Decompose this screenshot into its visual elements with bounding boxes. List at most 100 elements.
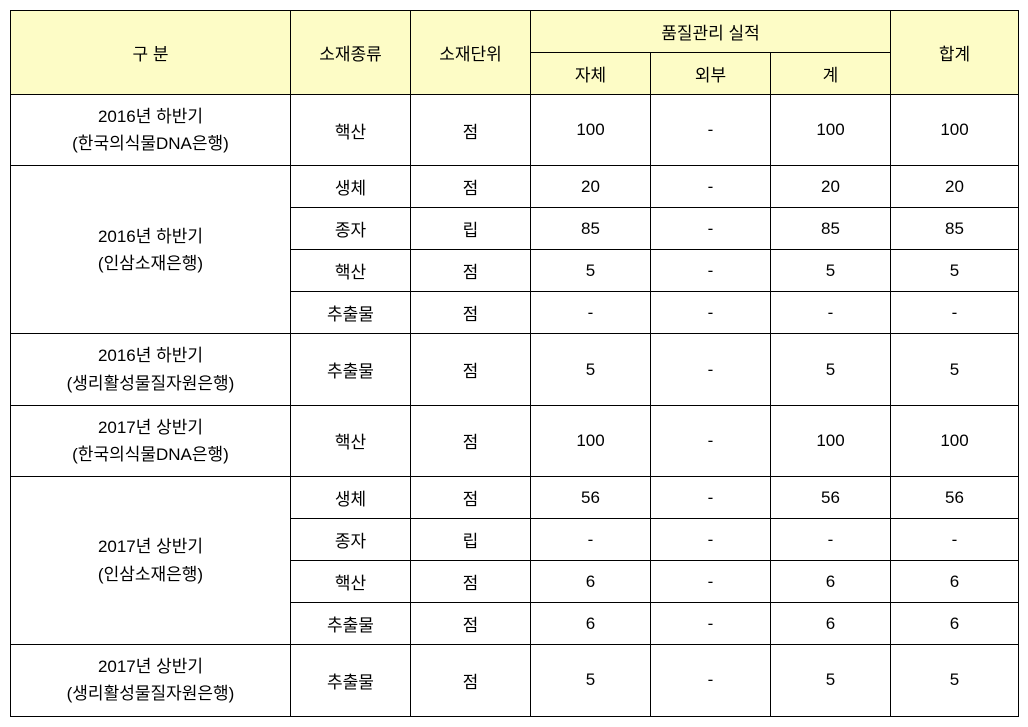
cell-subtotal: -: [771, 519, 891, 561]
cell-external: -: [651, 645, 771, 716]
cell-material-type: 핵산: [291, 250, 411, 292]
cell-subtotal: 5: [771, 334, 891, 405]
cell-total: 5: [891, 645, 1019, 716]
header-self: 자체: [531, 53, 651, 95]
cell-total: 20: [891, 166, 1019, 208]
category-line1: 2016년 하반기: [15, 223, 286, 250]
cell-material-unit: 점: [411, 166, 531, 208]
cell-material-unit: 점: [411, 645, 531, 716]
header-material-unit: 소재단위: [411, 11, 531, 95]
header-total: 합계: [891, 11, 1019, 95]
category-line1: 2017년 상반기: [15, 414, 286, 441]
cell-external: -: [651, 208, 771, 250]
header-external: 외부: [651, 53, 771, 95]
cell-self: 20: [531, 166, 651, 208]
cell-material-unit: 점: [411, 292, 531, 334]
category-cell: 2017년 상반기(한국의식물DNA은행): [11, 405, 291, 476]
cell-subtotal: 100: [771, 405, 891, 476]
cell-subtotal: 100: [771, 95, 891, 166]
table-row: 2016년 하반기(한국의식물DNA은행)핵산점100-100100: [11, 95, 1019, 166]
cell-material-type: 생체: [291, 166, 411, 208]
cell-total: 56: [891, 477, 1019, 519]
cell-material-unit: 립: [411, 519, 531, 561]
cell-self: 5: [531, 645, 651, 716]
cell-subtotal: 20: [771, 166, 891, 208]
cell-external: -: [651, 95, 771, 166]
cell-total: 85: [891, 208, 1019, 250]
table-row: 2016년 하반기(인삼소재은행)생체점20-2020: [11, 166, 1019, 208]
cell-material-type: 추출물: [291, 645, 411, 716]
cell-material-type: 종자: [291, 208, 411, 250]
cell-material-type: 추출물: [291, 334, 411, 405]
cell-material-unit: 립: [411, 208, 531, 250]
cell-material-type: 핵산: [291, 405, 411, 476]
cell-total: -: [891, 292, 1019, 334]
category-line2: (생리활성물질자원은행): [15, 370, 286, 397]
category-line2: (한국의식물DNA은행): [15, 130, 286, 157]
header-subtotal: 계: [771, 53, 891, 95]
cell-self: 100: [531, 405, 651, 476]
cell-self: 5: [531, 334, 651, 405]
cell-total: 5: [891, 334, 1019, 405]
cell-total: 6: [891, 561, 1019, 603]
cell-material-type: 핵산: [291, 95, 411, 166]
cell-self: 5: [531, 250, 651, 292]
cell-self: 100: [531, 95, 651, 166]
header-category: 구 분: [11, 11, 291, 95]
cell-external: -: [651, 292, 771, 334]
cell-subtotal: 6: [771, 561, 891, 603]
cell-subtotal: 5: [771, 250, 891, 292]
category-line1: 2017년 상반기: [15, 533, 286, 560]
cell-external: -: [651, 405, 771, 476]
cell-self: 85: [531, 208, 651, 250]
category-line2: (생리활성물질자원은행): [15, 680, 286, 707]
cell-external: -: [651, 166, 771, 208]
cell-self: -: [531, 292, 651, 334]
cell-external: -: [651, 603, 771, 645]
table-row: 2016년 하반기(생리활성물질자원은행)추출물점5-55: [11, 334, 1019, 405]
category-line1: 2016년 하반기: [15, 103, 286, 130]
cell-external: -: [651, 477, 771, 519]
cell-total: 100: [891, 95, 1019, 166]
cell-external: -: [651, 519, 771, 561]
cell-total: 6: [891, 603, 1019, 645]
cell-external: -: [651, 250, 771, 292]
cell-self: -: [531, 519, 651, 561]
cell-material-unit: 점: [411, 603, 531, 645]
cell-self: 6: [531, 603, 651, 645]
category-cell: 2016년 하반기(인삼소재은행): [11, 166, 291, 334]
cell-subtotal: 5: [771, 645, 891, 716]
cell-external: -: [651, 561, 771, 603]
cell-self: 6: [531, 561, 651, 603]
category-line2: (인삼소재은행): [15, 250, 286, 277]
cell-subtotal: 6: [771, 603, 891, 645]
table-row: 2017년 상반기(생리활성물질자원은행)추출물점5-55: [11, 645, 1019, 716]
cell-self: 56: [531, 477, 651, 519]
table-row: 2017년 상반기(인삼소재은행)생체점56-5656: [11, 477, 1019, 519]
category-cell: 2016년 하반기(한국의식물DNA은행): [11, 95, 291, 166]
header-quality-control: 품질관리 실적: [531, 11, 891, 53]
cell-subtotal: -: [771, 292, 891, 334]
cell-external: -: [651, 334, 771, 405]
cell-total: 5: [891, 250, 1019, 292]
cell-material-type: 종자: [291, 519, 411, 561]
cell-material-unit: 점: [411, 561, 531, 603]
cell-subtotal: 56: [771, 477, 891, 519]
table-header: 구 분 소재종류 소재단위 품질관리 실적 합계 자체 외부 계: [11, 11, 1019, 95]
cell-subtotal: 85: [771, 208, 891, 250]
category-line1: 2016년 하반기: [15, 342, 286, 369]
category-line1: 2017년 상반기: [15, 653, 286, 680]
cell-material-unit: 점: [411, 95, 531, 166]
category-cell: 2017년 상반기(인삼소재은행): [11, 477, 291, 645]
header-material-type: 소재종류: [291, 11, 411, 95]
cell-material-type: 생체: [291, 477, 411, 519]
cell-material-type: 핵산: [291, 561, 411, 603]
table-body: 2016년 하반기(한국의식물DNA은행)핵산점100-1001002016년 …: [11, 95, 1019, 717]
cell-material-unit: 점: [411, 250, 531, 292]
category-cell: 2017년 상반기(생리활성물질자원은행): [11, 645, 291, 716]
cell-total: -: [891, 519, 1019, 561]
category-line2: (인삼소재은행): [15, 561, 286, 588]
cell-material-unit: 점: [411, 477, 531, 519]
category-line2: (한국의식물DNA은행): [15, 441, 286, 468]
table-row: 2017년 상반기(한국의식물DNA은행)핵산점100-100100: [11, 405, 1019, 476]
